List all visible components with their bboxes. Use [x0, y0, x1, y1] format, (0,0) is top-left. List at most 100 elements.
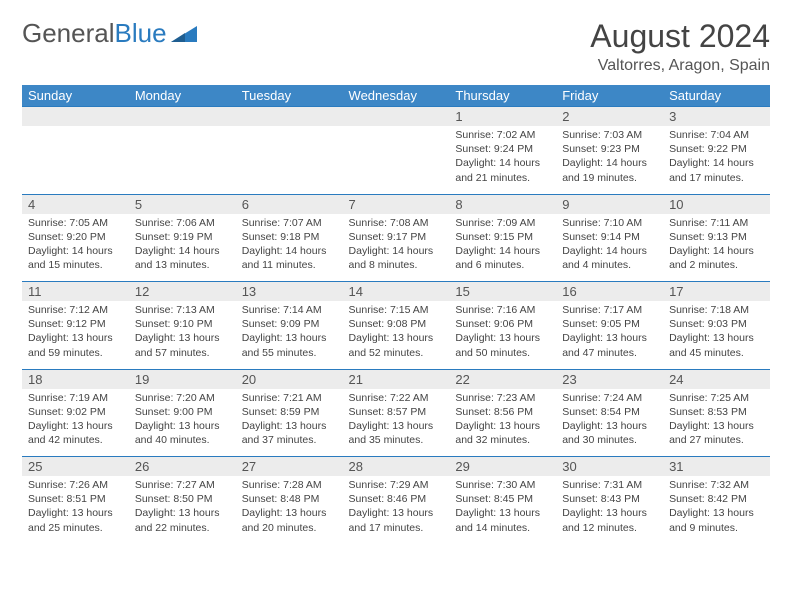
daylight-text: Daylight: 13 hours and 20 minutes. [242, 506, 337, 534]
daylight-text: Daylight: 13 hours and 17 minutes. [349, 506, 444, 534]
day-content-cell: Sunrise: 7:28 AMSunset: 8:48 PMDaylight:… [236, 476, 343, 544]
day-content-row: Sunrise: 7:19 AMSunset: 9:02 PMDaylight:… [22, 389, 770, 457]
day-number-cell: 4 [22, 194, 129, 214]
weekday-header: Thursday [449, 85, 556, 107]
sunset-text: Sunset: 9:17 PM [349, 230, 444, 244]
day-number-cell: 23 [556, 369, 663, 389]
daylight-text: Daylight: 13 hours and 27 minutes. [669, 419, 764, 447]
daylight-text: Daylight: 13 hours and 22 minutes. [135, 506, 230, 534]
sunrise-text: Sunrise: 7:03 AM [562, 128, 657, 142]
day-number-cell: 25 [22, 457, 129, 477]
sunset-text: Sunset: 8:46 PM [349, 492, 444, 506]
day-content-cell: Sunrise: 7:29 AMSunset: 8:46 PMDaylight:… [343, 476, 450, 544]
daylight-text: Daylight: 14 hours and 8 minutes. [349, 244, 444, 272]
day-content-row: Sunrise: 7:26 AMSunset: 8:51 PMDaylight:… [22, 476, 770, 544]
day-content-cell: Sunrise: 7:07 AMSunset: 9:18 PMDaylight:… [236, 214, 343, 282]
sunset-text: Sunset: 9:10 PM [135, 317, 230, 331]
sunrise-text: Sunrise: 7:12 AM [28, 303, 123, 317]
day-content-cell: Sunrise: 7:26 AMSunset: 8:51 PMDaylight:… [22, 476, 129, 544]
daylight-text: Daylight: 14 hours and 21 minutes. [455, 156, 550, 184]
daylight-text: Daylight: 14 hours and 17 minutes. [669, 156, 764, 184]
day-content-cell [22, 126, 129, 194]
day-number-cell: 31 [663, 457, 770, 477]
day-number-row: 25262728293031 [22, 457, 770, 477]
day-number-cell: 6 [236, 194, 343, 214]
sunrise-text: Sunrise: 7:09 AM [455, 216, 550, 230]
sunset-text: Sunset: 8:54 PM [562, 405, 657, 419]
day-number-cell: 5 [129, 194, 236, 214]
sunset-text: Sunset: 9:08 PM [349, 317, 444, 331]
sunset-text: Sunset: 9:14 PM [562, 230, 657, 244]
sunset-text: Sunset: 8:43 PM [562, 492, 657, 506]
calendar-table: SundayMondayTuesdayWednesdayThursdayFrid… [22, 85, 770, 544]
sunrise-text: Sunrise: 7:27 AM [135, 478, 230, 492]
sunset-text: Sunset: 8:51 PM [28, 492, 123, 506]
sunrise-text: Sunrise: 7:11 AM [669, 216, 764, 230]
day-number-cell: 14 [343, 282, 450, 302]
daylight-text: Daylight: 13 hours and 37 minutes. [242, 419, 337, 447]
day-number-cell: 24 [663, 369, 770, 389]
daylight-text: Daylight: 13 hours and 52 minutes. [349, 331, 444, 359]
day-number-row: 123 [22, 107, 770, 127]
day-number-cell [343, 107, 450, 127]
day-number-cell [22, 107, 129, 127]
weekday-header-row: SundayMondayTuesdayWednesdayThursdayFrid… [22, 85, 770, 107]
sunrise-text: Sunrise: 7:30 AM [455, 478, 550, 492]
day-number-cell: 26 [129, 457, 236, 477]
sunrise-text: Sunrise: 7:02 AM [455, 128, 550, 142]
sunset-text: Sunset: 9:00 PM [135, 405, 230, 419]
sunrise-text: Sunrise: 7:32 AM [669, 478, 764, 492]
day-number-cell: 28 [343, 457, 450, 477]
daylight-text: Daylight: 14 hours and 19 minutes. [562, 156, 657, 184]
day-number-cell [236, 107, 343, 127]
day-content-cell: Sunrise: 7:09 AMSunset: 9:15 PMDaylight:… [449, 214, 556, 282]
sunset-text: Sunset: 9:15 PM [455, 230, 550, 244]
sunrise-text: Sunrise: 7:08 AM [349, 216, 444, 230]
sunset-text: Sunset: 9:03 PM [669, 317, 764, 331]
day-number-cell: 19 [129, 369, 236, 389]
daylight-text: Daylight: 13 hours and 45 minutes. [669, 331, 764, 359]
sunrise-text: Sunrise: 7:05 AM [28, 216, 123, 230]
sunrise-text: Sunrise: 7:23 AM [455, 391, 550, 405]
daylight-text: Daylight: 14 hours and 2 minutes. [669, 244, 764, 272]
day-content-cell: Sunrise: 7:24 AMSunset: 8:54 PMDaylight:… [556, 389, 663, 457]
sunset-text: Sunset: 9:02 PM [28, 405, 123, 419]
daylight-text: Daylight: 13 hours and 32 minutes. [455, 419, 550, 447]
daylight-text: Daylight: 14 hours and 13 minutes. [135, 244, 230, 272]
day-content-cell: Sunrise: 7:31 AMSunset: 8:43 PMDaylight:… [556, 476, 663, 544]
day-content-cell: Sunrise: 7:06 AMSunset: 9:19 PMDaylight:… [129, 214, 236, 282]
calendar-body: 123Sunrise: 7:02 AMSunset: 9:24 PMDaylig… [22, 107, 770, 545]
day-number-cell: 13 [236, 282, 343, 302]
day-content-cell: Sunrise: 7:12 AMSunset: 9:12 PMDaylight:… [22, 301, 129, 369]
logo: GeneralBlue [22, 18, 197, 49]
sunset-text: Sunset: 8:45 PM [455, 492, 550, 506]
sunset-text: Sunset: 8:42 PM [669, 492, 764, 506]
weekday-header: Wednesday [343, 85, 450, 107]
sunset-text: Sunset: 9:24 PM [455, 142, 550, 156]
day-number-cell: 29 [449, 457, 556, 477]
weekday-header: Sunday [22, 85, 129, 107]
sunrise-text: Sunrise: 7:07 AM [242, 216, 337, 230]
day-content-cell: Sunrise: 7:16 AMSunset: 9:06 PMDaylight:… [449, 301, 556, 369]
sunset-text: Sunset: 9:20 PM [28, 230, 123, 244]
weekday-header: Tuesday [236, 85, 343, 107]
day-number-cell: 2 [556, 107, 663, 127]
sunset-text: Sunset: 9:18 PM [242, 230, 337, 244]
daylight-text: Daylight: 13 hours and 42 minutes. [28, 419, 123, 447]
title-block: August 2024 Valtorres, Aragon, Spain [590, 18, 770, 75]
day-content-cell [343, 126, 450, 194]
day-number-cell: 18 [22, 369, 129, 389]
sunrise-text: Sunrise: 7:06 AM [135, 216, 230, 230]
sunset-text: Sunset: 8:53 PM [669, 405, 764, 419]
day-content-cell: Sunrise: 7:23 AMSunset: 8:56 PMDaylight:… [449, 389, 556, 457]
sunrise-text: Sunrise: 7:04 AM [669, 128, 764, 142]
daylight-text: Daylight: 13 hours and 40 minutes. [135, 419, 230, 447]
sunset-text: Sunset: 8:48 PM [242, 492, 337, 506]
day-content-cell: Sunrise: 7:27 AMSunset: 8:50 PMDaylight:… [129, 476, 236, 544]
daylight-text: Daylight: 14 hours and 6 minutes. [455, 244, 550, 272]
daylight-text: Daylight: 13 hours and 47 minutes. [562, 331, 657, 359]
sunset-text: Sunset: 9:09 PM [242, 317, 337, 331]
day-content-cell: Sunrise: 7:15 AMSunset: 9:08 PMDaylight:… [343, 301, 450, 369]
daylight-text: Daylight: 13 hours and 50 minutes. [455, 331, 550, 359]
daylight-text: Daylight: 14 hours and 4 minutes. [562, 244, 657, 272]
